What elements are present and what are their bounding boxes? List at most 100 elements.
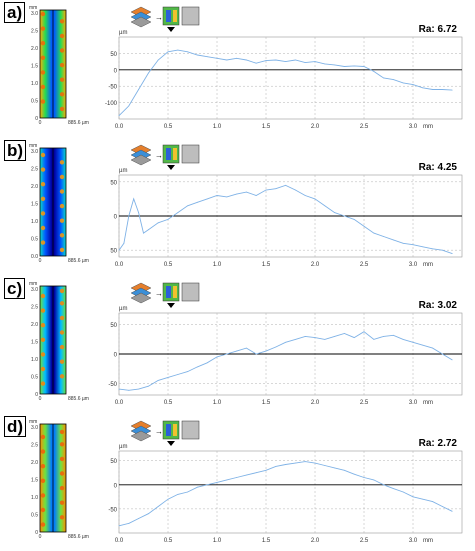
heatmap-speckle [59, 92, 65, 97]
pointer-icon [167, 27, 175, 32]
profile-point [236, 57, 238, 59]
heatmap-speckle [59, 233, 65, 238]
x-tick-label: 2.5 [360, 262, 369, 268]
profile-point [285, 464, 286, 465]
profile-point [255, 472, 257, 474]
x-tick-label: 3.0 [409, 124, 418, 130]
panel-label: d) [4, 416, 27, 437]
profile-point [344, 66, 345, 67]
heatmap-view-icon [173, 10, 177, 22]
heatmap-speckle [40, 337, 46, 342]
profile-point [314, 61, 316, 62]
arrow-icon: → [155, 289, 163, 298]
profile-point [422, 344, 424, 346]
y-tick-label: 0 [114, 68, 118, 74]
heatmap-speckle [40, 84, 46, 90]
thumb-ytick: 0 [35, 530, 38, 536]
x-unit-label: mm [423, 538, 433, 544]
heatmap-view-icon [173, 424, 177, 436]
profile-point [187, 51, 188, 53]
heatmap-speckle [59, 19, 65, 24]
profile-point [334, 64, 335, 66]
profile-point [157, 506, 159, 507]
profile-point [275, 59, 277, 61]
profile-point [402, 491, 404, 493]
x-tick-label: 0.0 [115, 400, 124, 406]
y-unit-label: µm [119, 30, 127, 36]
profile-point [451, 89, 453, 91]
profile-point [226, 479, 228, 481]
profile-point [118, 525, 120, 527]
thumb-ytick: 2.0 [31, 322, 38, 328]
thumb-ytick: 1.5 [31, 340, 38, 346]
x-unit-label: mm [423, 400, 433, 406]
heatmap-speckle [40, 167, 46, 172]
profile-point [285, 184, 286, 186]
thumb-ytick: 2.5 [31, 29, 38, 35]
profile-point [148, 385, 149, 387]
profile-point [177, 212, 179, 213]
profile-point [383, 484, 384, 486]
heatmap-speckle [59, 344, 65, 350]
x-tick-label: 1.5 [262, 538, 271, 544]
profile-point [442, 353, 443, 355]
heatmap-view-icon [173, 148, 177, 160]
profile-point [432, 347, 433, 349]
heatmap-speckle [40, 323, 46, 328]
surface-heatmap: mm3.0 2.5 2.0 1.5 1.0 0.5 0.00 885.6 µm [29, 143, 89, 264]
surface-heatmap: mm3.0 2.5 2.0 1.5 1.0 0.5 00 885.6 µm [29, 281, 89, 402]
thumb-ytick: 1.0 [31, 495, 38, 501]
profile-point [216, 481, 218, 483]
thumb-ytick: 0.0 [31, 254, 38, 260]
heatmap-speckle [59, 500, 65, 505]
heatmap-speckle [59, 485, 65, 491]
heatmap-speckle [40, 152, 46, 158]
profile-point [216, 57, 218, 59]
profile-point [148, 229, 149, 231]
view-toolbar: → [130, 420, 200, 446]
thumb-ytick: 0.5 [31, 99, 38, 105]
profile-point [432, 248, 433, 250]
x-tick-label: 0.0 [115, 262, 124, 268]
profile-point [118, 388, 120, 390]
heatmap-speckle [40, 11, 46, 17]
x-tick-label: 1.5 [262, 262, 271, 268]
heatmap-speckle [40, 449, 46, 454]
y-tick-label: -50 [108, 382, 117, 388]
view-toolbar: → [130, 282, 200, 308]
profile-point [304, 336, 306, 337]
profile-point [128, 389, 130, 391]
heatmap-speckle [40, 464, 46, 469]
thumb-ytick: 2.5 [31, 443, 38, 449]
heatmap-speckle [59, 301, 65, 306]
x-unit-label: mm [423, 262, 433, 268]
profile-point [236, 193, 238, 195]
x-tick-label: 1.0 [213, 538, 222, 544]
heatmap-speckle [59, 471, 65, 476]
profile-point [275, 346, 277, 348]
x-tick-label: 1.0 [213, 400, 222, 406]
thumb-xtick: 885.6 µm [68, 534, 89, 540]
profile-point [197, 366, 198, 368]
surface-heatmap: mm3.0 2.5 2.0 1.5 1.0 0.5 00 885.6 µm [29, 419, 89, 540]
panel-label: a) [4, 2, 26, 23]
profile-point [383, 336, 384, 337]
heatmap-view-icon [166, 286, 171, 298]
profile-point [324, 465, 326, 466]
profile-chart: → Ra: 2.72 50 0 -50 0.0 0.5 1.0 1.5 2.0 2.5 3.0 mm µm [108, 420, 463, 544]
y-tick-label: 50 [110, 249, 117, 255]
profile-point [344, 215, 345, 217]
profile-point [255, 62, 257, 64]
heatmap-speckle [59, 77, 65, 82]
profile-point [363, 66, 365, 67]
heatmap-speckle [40, 507, 46, 513]
profile-point [432, 501, 433, 503]
profile-point [393, 239, 394, 241]
profile-chart: → Ra: 4.25 50 0 50 0.0 0.5 1.0 1.5 2.0 2.5 3.0 mm µm [110, 144, 463, 268]
profile-point [353, 473, 355, 475]
profile-point [412, 341, 414, 343]
x-tick-label: 0.5 [164, 400, 173, 406]
thumb-ytick: 1.5 [31, 64, 38, 70]
heatmap-speckle [40, 55, 46, 60]
profile-point [123, 242, 125, 244]
